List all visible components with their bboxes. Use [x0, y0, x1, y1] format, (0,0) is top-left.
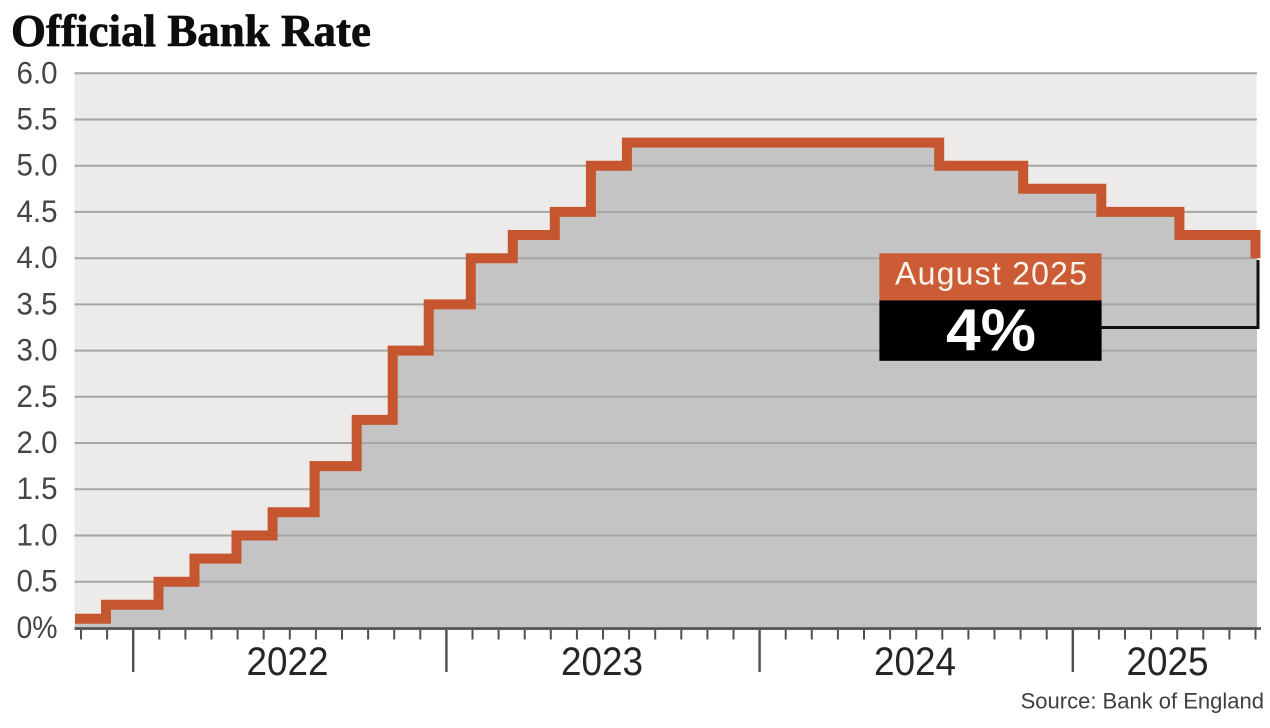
svg-text:2022: 2022	[247, 640, 329, 684]
svg-text:2.5: 2.5	[17, 378, 58, 414]
svg-text:4.5: 4.5	[17, 193, 58, 229]
svg-text:Source: Bank of England: Source: Bank of England	[1021, 689, 1264, 714]
svg-text:4%: 4%	[946, 298, 1036, 364]
svg-text:2.0: 2.0	[17, 424, 58, 460]
svg-text:2025: 2025	[1127, 640, 1209, 684]
svg-text:0%: 0%	[17, 609, 58, 645]
svg-text:August 2025: August 2025	[895, 256, 1087, 292]
svg-text:3.5: 3.5	[17, 285, 58, 321]
svg-text:5.0: 5.0	[17, 147, 58, 183]
svg-text:5.5: 5.5	[17, 101, 58, 137]
svg-text:2023: 2023	[561, 640, 643, 684]
svg-text:4.0: 4.0	[17, 239, 58, 275]
svg-text:6.0: 6.0	[17, 54, 58, 90]
svg-text:1.0: 1.0	[17, 517, 58, 553]
svg-text:1.5: 1.5	[17, 470, 58, 506]
svg-text:2024: 2024	[874, 640, 956, 684]
svg-text:3.0: 3.0	[17, 332, 58, 368]
svg-text:0.5: 0.5	[17, 563, 58, 599]
